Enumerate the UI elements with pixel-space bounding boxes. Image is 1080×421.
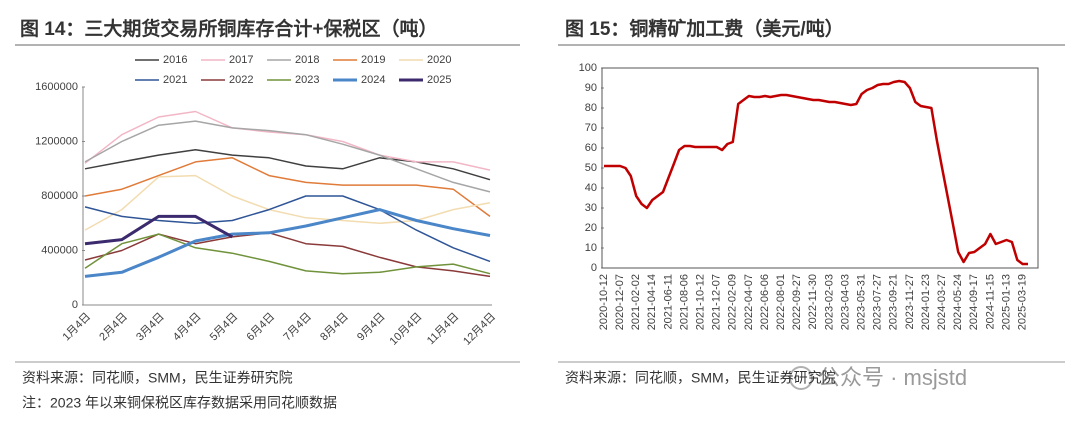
- series-line: [84, 208, 491, 278]
- legend-label: 2021: [163, 74, 187, 86]
- x-tick-label: 2021-04-14: [646, 274, 658, 330]
- y-tick-label: 0: [72, 299, 78, 311]
- y-tick-label: 0: [591, 262, 597, 274]
- y-tick-label: 50: [585, 162, 597, 174]
- x-tick-label: 2022-11-30: [807, 274, 819, 329]
- legend-label: 2025: [427, 74, 451, 86]
- x-tick-label: 2022-09-27: [791, 274, 803, 330]
- watermark-icon: [789, 366, 813, 390]
- legend-label: 2020: [427, 54, 451, 66]
- y-tick-label: 1600000: [35, 81, 78, 93]
- note: 注：2023 年以来铜保税区库存数据采用同花顺数据: [22, 395, 337, 411]
- x-tick-label: 2025-03-19: [1017, 274, 1029, 330]
- x-tick-label: 2024-01-23: [920, 274, 932, 330]
- x-tick-label: 2023-09-21: [888, 274, 900, 330]
- x-tick-label: 2021-08-06: [678, 274, 690, 330]
- source: 资料来源：同花顺，SMM，民生证券研究院: [22, 370, 293, 386]
- x-tick-label: 2024-09-17: [968, 274, 980, 330]
- chart-title: 图 14：三大期货交易所铜库存合计+保税区（吨）: [20, 17, 438, 40]
- x-tick-label: 2022-08-01: [775, 274, 787, 330]
- x-tick-label: 2020-12-07: [614, 274, 626, 330]
- x-tick-label: 2021-10-12: [695, 274, 707, 330]
- x-tick-label: 2024-03-27: [936, 274, 948, 330]
- y-tick-label: 20: [585, 222, 597, 234]
- series-line: [84, 148, 491, 181]
- y-tick-label: 30: [585, 202, 597, 214]
- series-line: [84, 233, 491, 275]
- x-tick-label: 2023-11-27: [904, 274, 916, 329]
- y-tick-label: 10: [585, 242, 597, 254]
- y-tick-label: 80: [585, 102, 597, 114]
- x-tick-label: 2022-02-09: [727, 274, 739, 330]
- x-tick-label: 2023-02-03: [823, 274, 835, 330]
- x-tick-label: 2023-04-03: [839, 274, 851, 330]
- series-line: [84, 214, 234, 246]
- x-tick-label: 2023-05-31: [856, 274, 868, 330]
- x-tick-label: 2024-05-24: [952, 274, 964, 330]
- x-tick-label: 2024-11-15: [984, 274, 996, 329]
- series-line: [84, 232, 491, 278]
- x-tick-label: 2022-04-07: [743, 274, 755, 330]
- legend-label: 2016: [163, 54, 187, 66]
- legend-label: 2018: [295, 54, 319, 66]
- x-tick-label: 2020-10-12: [598, 274, 610, 330]
- x-tick-label: 2021-02-02: [630, 274, 642, 330]
- x-tick-label: 2021-06-11: [662, 274, 674, 329]
- watermark: 公众号 · msjstd: [818, 365, 967, 390]
- x-tick-label: 2022-06-06: [759, 274, 771, 330]
- series-line: [604, 79, 1028, 266]
- y-tick-label: 40: [585, 182, 597, 194]
- series-line: [84, 157, 491, 218]
- legend-label: 2022: [229, 74, 253, 86]
- x-tick-label: 2021-12-07: [711, 274, 723, 330]
- series-line: [84, 174, 491, 231]
- y-tick-label: 800000: [41, 190, 78, 202]
- chart-title: 图 15：铜精矿加工费（美元/吨）: [565, 17, 844, 40]
- source: 资料来源：同花顺，SMM，民生证券研究院: [565, 370, 836, 386]
- plot-frame: [601, 67, 1039, 269]
- y-tick-label: 90: [585, 82, 597, 94]
- y-tick-label: 70: [585, 122, 597, 134]
- x-tick-label: 2023-07-27: [872, 274, 884, 330]
- y-tick-label: 400000: [41, 244, 78, 256]
- series-line: [84, 120, 491, 193]
- legend-label: 2024: [361, 74, 385, 86]
- legend-label: 2017: [229, 54, 253, 66]
- y-tick-label: 60: [585, 142, 597, 154]
- x-tick-label: 2025-01-13: [1000, 274, 1012, 330]
- y-tick-label: 1200000: [35, 135, 78, 147]
- legend-label: 2023: [295, 74, 319, 86]
- y-tick-label: 100: [579, 62, 597, 74]
- legend-label: 2019: [361, 54, 385, 66]
